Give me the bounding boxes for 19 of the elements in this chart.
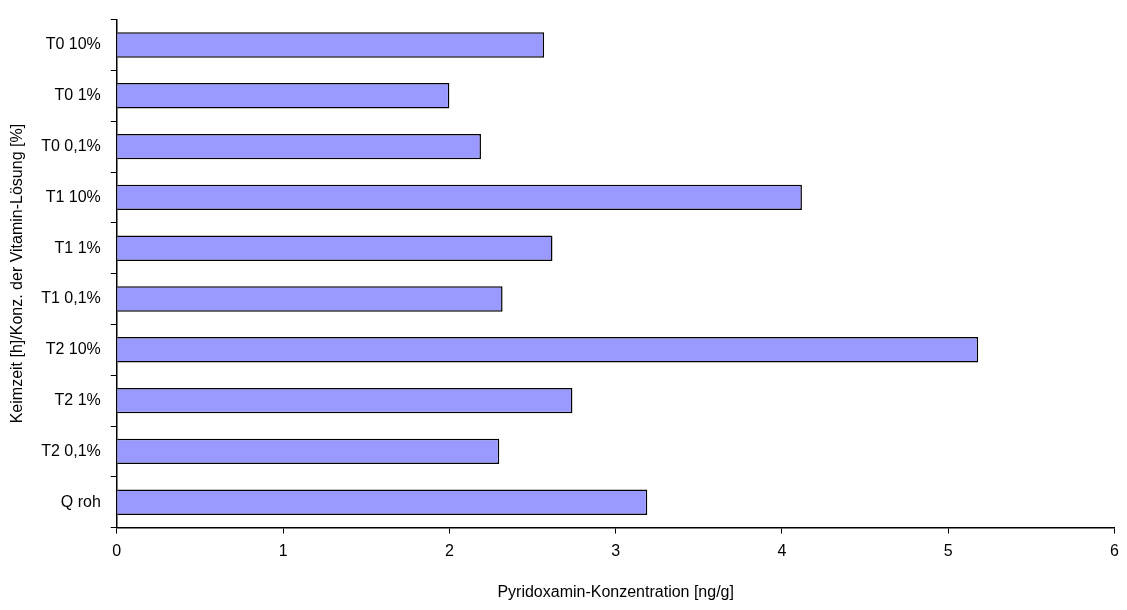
y-tick-label: T2 1% [54, 391, 101, 409]
y-tick-label: T2 0,1% [41, 441, 101, 459]
y-tick-label: T1 0,1% [41, 289, 101, 307]
x-axis-title: Pyridoxamin-Konzentration [ng/g] [497, 582, 734, 600]
y-tick-label: T0 10% [45, 35, 101, 53]
x-tick-label: 6 [1110, 541, 1120, 559]
y-tick-label: T0 1% [54, 86, 101, 104]
y-tick-label: Q roh [60, 492, 101, 510]
y-tick-label: T1 10% [45, 187, 101, 205]
y-tick-label: T1 1% [54, 238, 101, 256]
x-tick-label: 0 [112, 541, 122, 559]
y-tick-label: T2 10% [45, 340, 101, 358]
x-tick-label: 1 [278, 541, 288, 559]
x-tick-label: 2 [444, 541, 454, 559]
x-tick-label: 4 [777, 541, 787, 559]
x-tick-label: 5 [943, 541, 953, 559]
y-axis-title: Keimzeit [h]/Konz. der Vitamin-Lösung [%] [8, 123, 26, 424]
x-tick-label: 3 [611, 541, 621, 559]
y-tick-label: T0 0,1% [41, 137, 101, 155]
